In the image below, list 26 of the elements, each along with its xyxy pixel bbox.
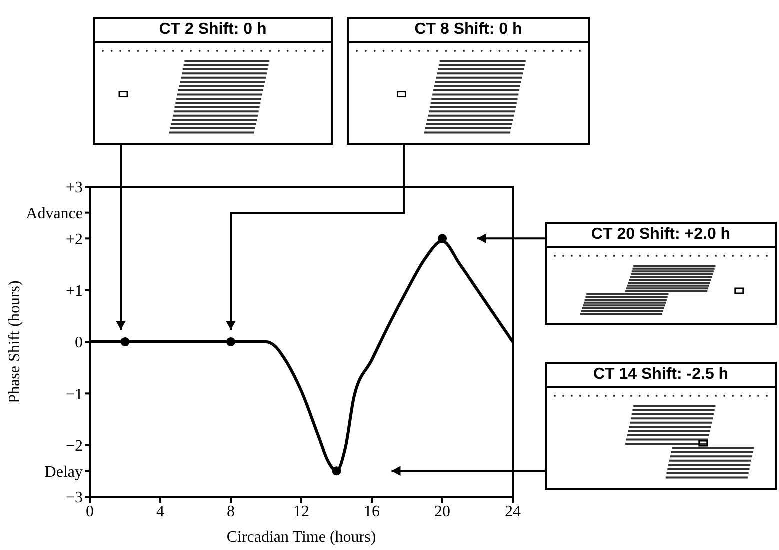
- y-tick-label: −1: [66, 386, 83, 404]
- x-tick-label: 0: [86, 503, 94, 520]
- text: CT 14 Shift: -2.5 h: [547, 364, 775, 388]
- x-tick-label: 20: [434, 503, 450, 520]
- y-tick-label: +1: [66, 283, 83, 300]
- y-tick-label: +3: [66, 180, 83, 197]
- y-tick-label: Advance: [26, 206, 83, 223]
- point: [438, 234, 448, 244]
- x-axis-title: Circadian Time (hours): [226, 529, 376, 546]
- x-tick-label: 16: [364, 503, 380, 520]
- point: [332, 466, 342, 476]
- y-tick-label: −2: [66, 438, 83, 456]
- text: CT 20 Shift: +2.0 h: [547, 224, 775, 248]
- y-tick-label: 0: [75, 334, 83, 352]
- y-tick-label: Delay: [44, 464, 83, 481]
- x-tick-label: 24: [505, 503, 521, 520]
- x-tick-label: 12: [294, 503, 310, 520]
- point: [226, 337, 236, 347]
- x-tick-label: 4: [156, 503, 164, 520]
- x-tick-label: 8: [227, 503, 235, 520]
- text: CT 2 Shift: 0 h: [95, 19, 331, 43]
- point: [120, 337, 130, 347]
- y-axis-title: Phase Shift (hours): [6, 280, 24, 404]
- text: CT 8 Shift: 0 h: [349, 19, 588, 43]
- y-tick-label: +2: [66, 231, 83, 248]
- y-tick-label: −3: [66, 490, 83, 507]
